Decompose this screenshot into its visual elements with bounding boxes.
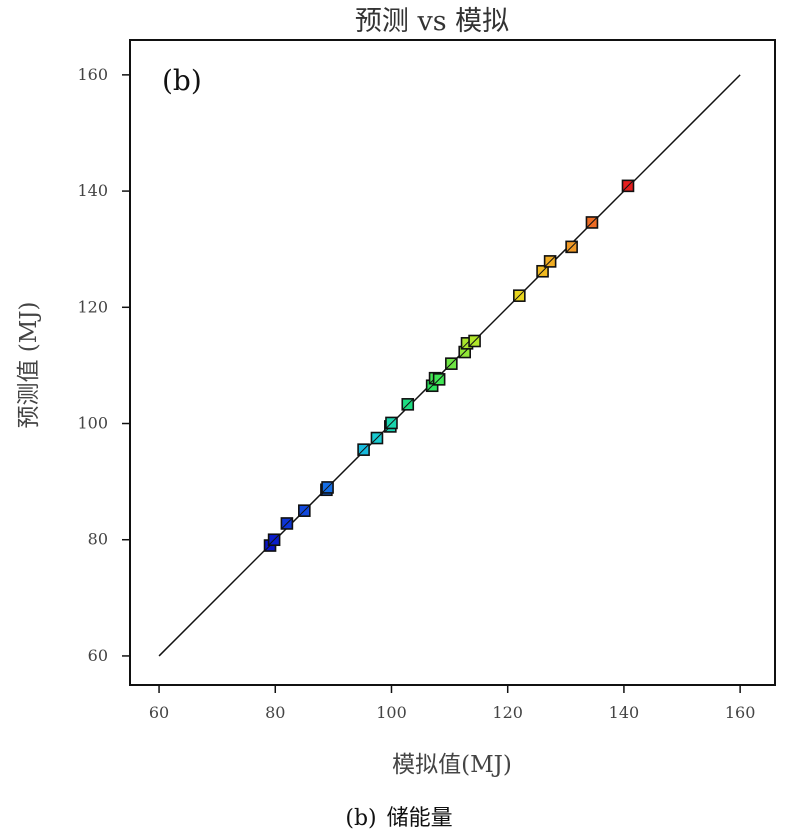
caption-label: (b) <box>345 806 377 831</box>
x-axis: 60 80 100 120 140 160 <box>149 685 756 722</box>
data-point <box>468 334 481 348</box>
data-point <box>565 240 578 254</box>
data-point <box>385 416 398 430</box>
data-point <box>621 179 635 193</box>
y-axis: 60 80 100 120 140 160 <box>77 65 130 665</box>
data-point <box>543 255 557 268</box>
data-point <box>401 398 415 411</box>
x-tick-label: 80 <box>265 703 285 722</box>
data-point <box>280 517 294 530</box>
y-axis-label: 预测值 (MJ) <box>16 301 42 428</box>
data-point <box>298 504 311 517</box>
y-tick-label: 160 <box>77 65 108 84</box>
data-point <box>370 431 384 445</box>
x-tick-label: 120 <box>492 703 523 722</box>
figure-caption: (b) 储能量 <box>0 800 798 832</box>
data-point <box>432 373 446 386</box>
data-point <box>513 289 526 302</box>
scatter-chart: 预测 vs 模拟 60 80 100 120 140 160 60 80 100 120 140 1… <box>16 6 776 778</box>
panel-label: (b) <box>162 64 202 97</box>
x-tick-label: 100 <box>376 703 407 722</box>
y-tick-label: 80 <box>88 530 108 549</box>
x-axis-label: 模拟值(MJ) <box>392 752 512 778</box>
y-tick-label: 120 <box>77 297 108 316</box>
x-tick-label: 140 <box>609 703 640 722</box>
data-point <box>585 216 599 229</box>
caption-text: 储能量 <box>386 806 453 831</box>
y-tick-label: 60 <box>88 646 108 665</box>
y-tick-label: 140 <box>77 181 108 200</box>
data-point <box>321 481 334 494</box>
data-point <box>445 357 458 370</box>
x-tick-label: 160 <box>725 703 756 722</box>
data-point <box>357 443 370 456</box>
data-point <box>267 533 281 547</box>
y-tick-label: 100 <box>77 414 108 433</box>
x-tick-label: 60 <box>149 703 169 722</box>
data-points <box>263 179 635 552</box>
chart-title: 预测 vs 模拟 <box>355 6 509 37</box>
